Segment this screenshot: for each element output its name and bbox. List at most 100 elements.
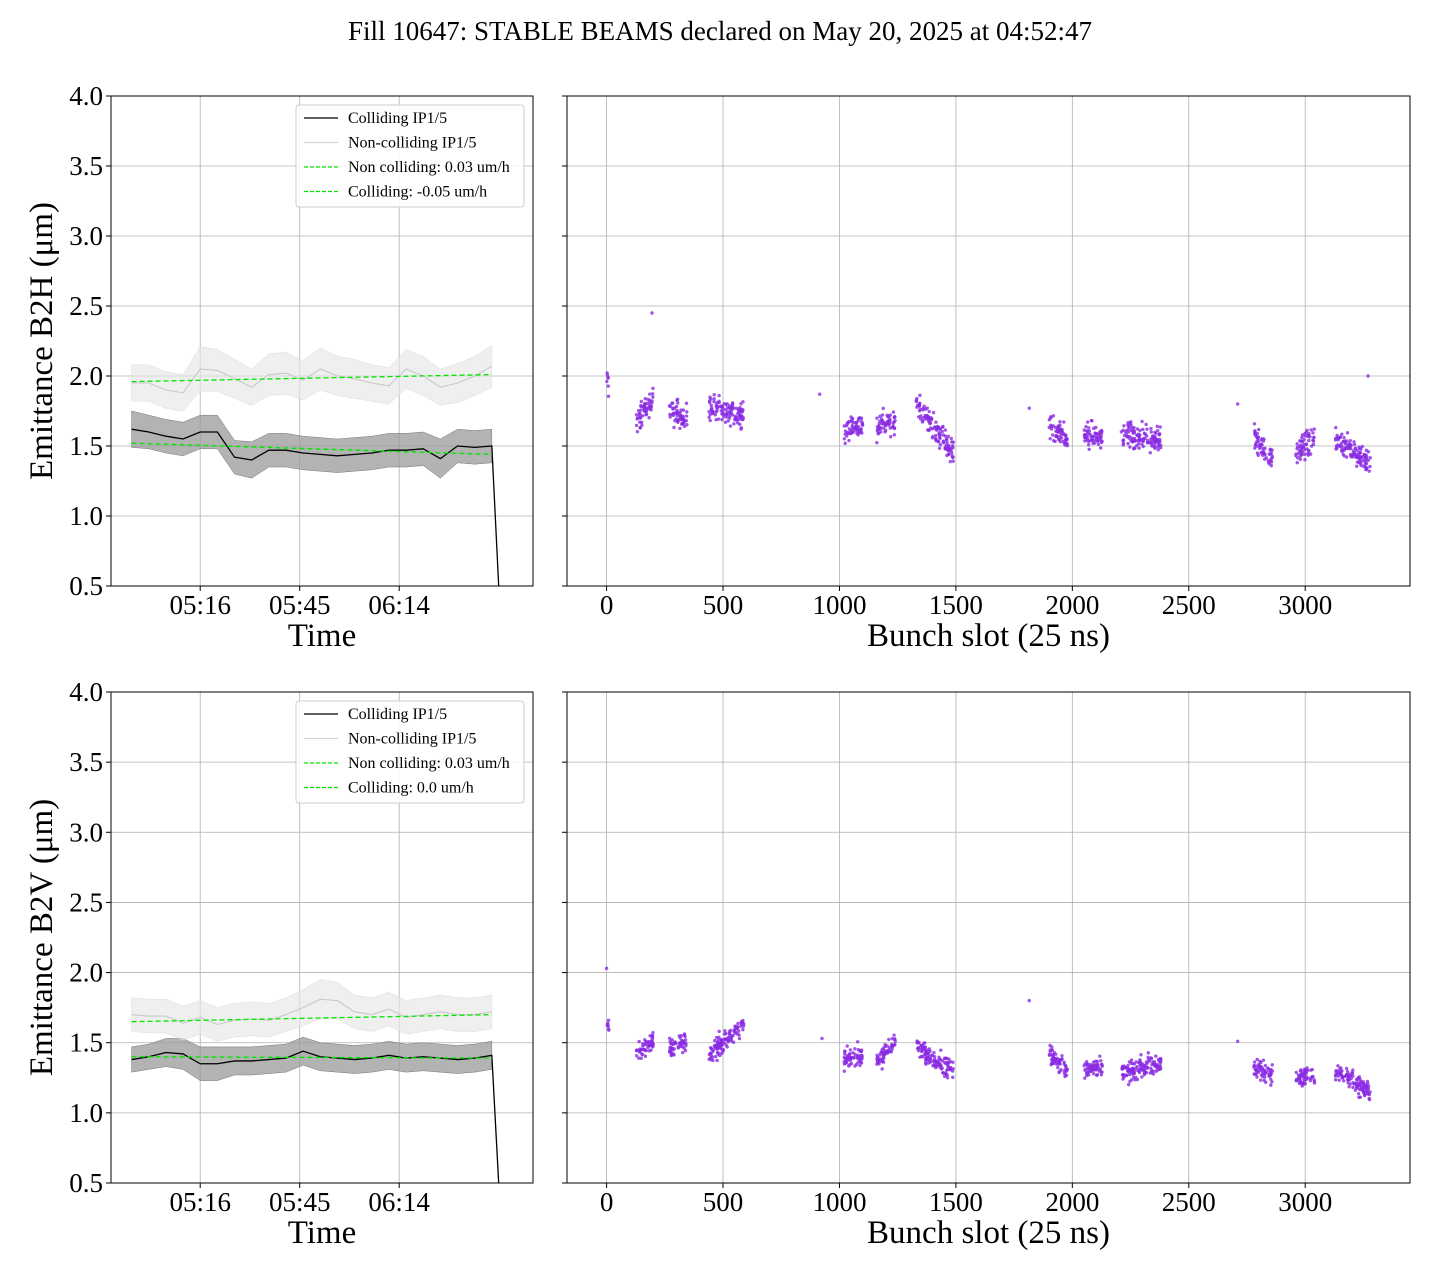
y-tick-label: 3.0 bbox=[69, 817, 103, 847]
bunch-point bbox=[1154, 431, 1158, 435]
bunch-point bbox=[855, 1054, 860, 1059]
bunch-point bbox=[1300, 446, 1304, 450]
bunch-point bbox=[1356, 455, 1360, 459]
bunch-point bbox=[1303, 452, 1307, 456]
bunch-point bbox=[1146, 1055, 1150, 1059]
bunch-point bbox=[1062, 1062, 1066, 1066]
bunch-point bbox=[676, 401, 680, 405]
bunch-point bbox=[1266, 1066, 1270, 1070]
bunch-point bbox=[684, 1041, 688, 1045]
bunch-point bbox=[1140, 1075, 1144, 1079]
bunch-point bbox=[1098, 446, 1103, 450]
bunch-point bbox=[712, 400, 716, 404]
y-tick-label: 1.5 bbox=[69, 1028, 103, 1058]
legend-label: Non colliding: 0.03 um/h bbox=[348, 755, 510, 772]
bunch-point bbox=[934, 433, 938, 438]
bunch-point bbox=[1344, 446, 1349, 451]
bunch-point bbox=[682, 1033, 687, 1037]
bunch-point bbox=[713, 413, 717, 417]
bunch-point bbox=[924, 1061, 928, 1065]
bunch-point bbox=[1091, 434, 1096, 439]
bunch-point bbox=[848, 1058, 853, 1062]
bunch-point bbox=[1257, 427, 1261, 432]
bunch-point bbox=[728, 424, 733, 428]
bunch-point bbox=[1121, 438, 1126, 442]
bunch-point bbox=[723, 420, 728, 424]
bunch-point bbox=[856, 424, 861, 429]
bunch-point bbox=[847, 427, 852, 431]
bunch-point bbox=[879, 417, 884, 421]
bunch-point bbox=[1311, 431, 1315, 435]
bunch-point bbox=[850, 416, 855, 421]
bunch-point bbox=[685, 410, 689, 414]
bunch-point bbox=[887, 1037, 891, 1042]
bunch-point bbox=[723, 1029, 727, 1033]
x-tick-label: 0 bbox=[600, 1187, 614, 1217]
bunch-point bbox=[1338, 435, 1343, 439]
bunch-point bbox=[639, 408, 643, 412]
bunch-point bbox=[726, 1035, 730, 1040]
bunch-point bbox=[1357, 451, 1362, 455]
bunch-point bbox=[1142, 1063, 1147, 1067]
bunch-point bbox=[1334, 1069, 1338, 1073]
bunch-point bbox=[1051, 1061, 1056, 1066]
bunch-point bbox=[879, 426, 883, 430]
bunch-point bbox=[684, 401, 689, 405]
bunch-point bbox=[1136, 438, 1141, 442]
bunch-point bbox=[1255, 1057, 1259, 1062]
bunch-point bbox=[875, 440, 879, 445]
legend-box bbox=[295, 104, 525, 208]
legend-label: Colliding: 0.0 um/h bbox=[348, 780, 474, 797]
bunch-point bbox=[1128, 445, 1132, 449]
bunch-point bbox=[1132, 439, 1136, 443]
bunch-point bbox=[1093, 1059, 1098, 1064]
bunch-point bbox=[670, 401, 675, 405]
bunch-point bbox=[678, 1036, 682, 1040]
bunch-point bbox=[1142, 1069, 1147, 1074]
bunch-point bbox=[875, 428, 880, 432]
y-tick-label: 3.0 bbox=[69, 221, 103, 251]
bunch-point bbox=[891, 410, 896, 414]
bunch-point bbox=[1346, 1076, 1351, 1081]
bunch-point bbox=[680, 1050, 685, 1055]
bunch-point bbox=[725, 415, 729, 419]
legend: Colliding IP1/5 Non-colliding IP1/5 Non co… bbox=[295, 104, 525, 208]
bunch-point bbox=[945, 440, 949, 445]
bunch-point bbox=[1346, 1081, 1350, 1085]
bunch-point bbox=[1337, 1078, 1341, 1082]
bunch-point bbox=[651, 1045, 655, 1049]
bunch-point bbox=[1308, 435, 1312, 439]
fit-line-colliding-0-05-um-h bbox=[131, 442, 492, 456]
bunch-point bbox=[675, 413, 679, 418]
bunch-point bbox=[853, 1047, 857, 1051]
bunch-point bbox=[1368, 464, 1372, 469]
bunch-point bbox=[1083, 1076, 1087, 1080]
bunch-point bbox=[844, 1061, 848, 1065]
bunch-point bbox=[724, 1043, 728, 1047]
bunch-point bbox=[937, 430, 941, 435]
bunch-point bbox=[817, 392, 822, 396]
bunch-point bbox=[733, 1027, 737, 1031]
bunch-point bbox=[1267, 1072, 1271, 1076]
bunch-point bbox=[1368, 1090, 1372, 1094]
bunch-point bbox=[932, 1057, 937, 1062]
panel-B2V-bunch: 0 500 1000 1500 2000 2500 3000 Bunch slot (25 n… bbox=[562, 691, 1411, 1251]
bunch-point bbox=[730, 408, 734, 412]
bunch-point bbox=[670, 1038, 674, 1042]
band-colliding-ip1-5 bbox=[131, 410, 493, 479]
bunch-point bbox=[1351, 1085, 1355, 1090]
bunch-point bbox=[859, 1049, 864, 1054]
bunch-point bbox=[1357, 445, 1361, 449]
bunch-point bbox=[1127, 1060, 1132, 1064]
bunch-point bbox=[709, 397, 713, 401]
y-tick-label: 2.0 bbox=[69, 361, 103, 391]
bunch-point bbox=[642, 409, 647, 413]
bunch-point bbox=[1350, 1071, 1355, 1076]
bunch-point bbox=[1308, 1078, 1313, 1083]
bunch-point bbox=[941, 424, 945, 429]
bunch-point bbox=[1305, 1075, 1309, 1079]
y-tick-label: 4.0 bbox=[69, 677, 103, 707]
bunch-point bbox=[951, 459, 955, 463]
bunch-point bbox=[604, 966, 609, 971]
band-non-colliding-ip1-5 bbox=[131, 979, 493, 1042]
